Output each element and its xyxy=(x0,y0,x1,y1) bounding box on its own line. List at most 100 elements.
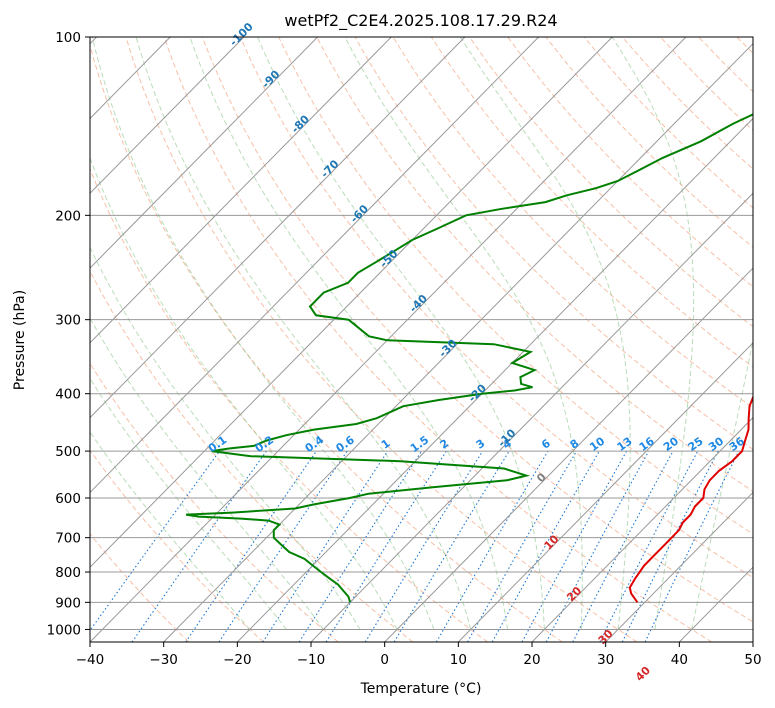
y-tick-label: 100 xyxy=(55,30,81,46)
isotherm xyxy=(605,491,753,642)
dry-adiabat xyxy=(660,37,753,131)
mixing-ratio-line xyxy=(218,450,348,642)
isotherm-label: -60 xyxy=(348,202,371,225)
dewpoint-profile-line xyxy=(185,113,753,603)
isotherm xyxy=(90,37,318,269)
dry-adiabat xyxy=(354,37,753,450)
y-tick-label: 300 xyxy=(55,313,81,329)
x-tick-label: −40 xyxy=(76,652,105,668)
dry-adiabat xyxy=(736,37,753,54)
dry-adiabat xyxy=(90,449,264,642)
mixing-ratio-line xyxy=(393,450,510,642)
moist-adiabat xyxy=(189,37,508,630)
mixing-ratio-label: 0.4 xyxy=(303,433,327,455)
x-tick-label: −30 xyxy=(149,652,178,668)
isotherm xyxy=(90,37,466,419)
isotherm-label: -30 xyxy=(436,337,459,360)
dry-adiabat xyxy=(90,533,190,642)
isotherm-label: 20 xyxy=(564,584,584,604)
mixing-ratio-line xyxy=(545,450,650,642)
grid xyxy=(90,37,753,642)
moist-adiabat xyxy=(691,337,753,630)
chart-title: wetPf2_C2E4.2025.108.17.29.R24 xyxy=(284,11,557,31)
x-tick-label: 50 xyxy=(744,652,761,668)
isotherm-label: -100 xyxy=(227,20,256,49)
x-tick-label: −10 xyxy=(297,652,326,668)
isotherm-label: -40 xyxy=(407,292,430,315)
y-tick-label: 400 xyxy=(55,387,81,403)
x-axis: −40 −30 −20 −10 0 10 20 30 40 50 xyxy=(76,642,762,668)
dry-adiabat xyxy=(698,37,753,93)
mixing-ratio-line xyxy=(521,450,628,642)
profile-lines xyxy=(185,113,753,603)
isotherm-label: -20 xyxy=(466,381,489,404)
reference-labels: 0.1 0.2 0.4 0.6 1 1.5 2 3 4 6 8 10 13 16 20 25 30 36-100-… xyxy=(206,20,747,684)
y-tick-label: 200 xyxy=(55,208,81,224)
mixing-ratio-line xyxy=(435,450,549,642)
mixing-ratio-line xyxy=(364,450,484,642)
mixing-ratio-line xyxy=(262,450,389,642)
dry-adiabat xyxy=(163,37,712,642)
x-tick-label: 40 xyxy=(671,652,688,668)
mixing-ratio-line xyxy=(599,450,699,642)
isotherm xyxy=(90,37,539,494)
y-tick-label: 700 xyxy=(55,531,81,547)
dry-adiabat xyxy=(316,37,753,493)
y-axis-label: Pressure (hPa) xyxy=(12,290,28,390)
moist-adiabat xyxy=(90,377,287,630)
moist-adiabat xyxy=(90,246,361,630)
y-tick-label: 900 xyxy=(55,595,81,611)
x-axis-label: Temperature (°C) xyxy=(360,681,482,697)
isotherm-label: -80 xyxy=(289,112,312,135)
y-axis: 100 200 300 400 500 600 700 800 900 1000 xyxy=(47,30,90,638)
isotherm xyxy=(163,42,753,642)
isotherm-label: -90 xyxy=(259,67,282,90)
isotherm xyxy=(457,342,753,642)
moist-adiabat xyxy=(91,37,435,630)
mixing-ratio-line xyxy=(644,450,740,642)
mixing-ratio-label: 0.1 xyxy=(206,433,229,455)
isotherm xyxy=(310,192,753,642)
x-tick-label: 30 xyxy=(597,652,614,668)
temperature-profile-line xyxy=(628,394,753,603)
mixing-ratio-line xyxy=(90,450,221,632)
mixing-ratio-line xyxy=(325,450,447,642)
isotherm-label: 10 xyxy=(541,532,561,552)
y-tick-label: 1000 xyxy=(47,622,81,638)
y-tick-label: 500 xyxy=(55,444,81,460)
dry-adiabat xyxy=(278,37,753,535)
moist-adiabat xyxy=(344,37,583,630)
isotherm xyxy=(90,37,245,194)
x-tick-label: 20 xyxy=(523,652,540,668)
mixing-ratio-line xyxy=(298,450,423,642)
dry-adiabat xyxy=(545,37,753,248)
moist-adiabat xyxy=(90,317,324,630)
isotherm xyxy=(752,641,753,642)
mixing-ratio-label: 0.2 xyxy=(253,433,276,455)
y-tick-label: 600 xyxy=(55,491,81,507)
mixing-ratio-label: 0.6 xyxy=(334,433,358,455)
dry-adiabat xyxy=(430,37,753,368)
isotherm xyxy=(531,416,753,642)
dry-adiabat xyxy=(583,37,753,209)
mixing-ratio-label: 1.5 xyxy=(408,433,431,455)
moist-adiabat xyxy=(257,37,545,630)
moist-adiabat xyxy=(90,431,251,630)
x-tick-label: 10 xyxy=(450,652,467,668)
isotherm xyxy=(90,37,392,344)
dry-adiabat xyxy=(90,270,414,642)
mixing-ratio-label: 2 xyxy=(438,437,452,452)
x-tick-label: −20 xyxy=(223,652,252,668)
isotherm-label: -50 xyxy=(377,247,400,270)
mixing-ratio-label: 3 xyxy=(474,437,488,452)
x-tick-label: 0 xyxy=(380,652,389,668)
dry-adiabat xyxy=(469,37,753,328)
mixing-ratio-line xyxy=(185,450,317,642)
plot-frame xyxy=(89,36,754,643)
y-tick-label: 800 xyxy=(55,565,81,581)
moist-adiabat xyxy=(611,37,695,630)
mixing-ratio-label: 6 xyxy=(539,437,553,452)
moist-adiabat xyxy=(459,37,631,630)
dry-adiabat xyxy=(392,37,753,409)
